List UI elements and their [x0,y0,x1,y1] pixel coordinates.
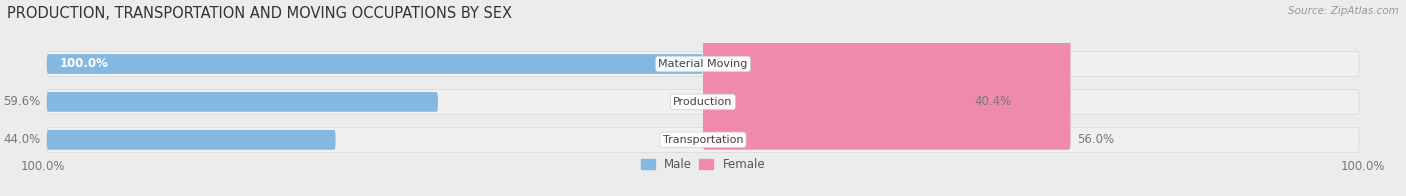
Text: Source: ZipAtlas.com: Source: ZipAtlas.com [1288,6,1399,16]
FancyBboxPatch shape [46,130,336,150]
Text: PRODUCTION, TRANSPORTATION AND MOVING OCCUPATIONS BY SEX: PRODUCTION, TRANSPORTATION AND MOVING OC… [7,6,512,21]
FancyBboxPatch shape [46,92,437,112]
FancyBboxPatch shape [703,0,1070,150]
Text: 59.6%: 59.6% [3,95,41,108]
Text: Production: Production [673,97,733,107]
Text: Material Moving: Material Moving [658,59,748,69]
Legend: Male, Female: Male, Female [636,153,770,176]
FancyBboxPatch shape [46,127,1360,152]
FancyBboxPatch shape [46,89,1360,114]
Text: Transportation: Transportation [662,135,744,145]
Text: 100.0%: 100.0% [21,160,65,173]
Text: 100.0%: 100.0% [60,57,108,71]
Text: 44.0%: 44.0% [3,133,41,146]
Text: 0.0%: 0.0% [710,57,740,71]
FancyBboxPatch shape [703,0,969,112]
Text: 40.4%: 40.4% [974,95,1012,108]
Text: 100.0%: 100.0% [1341,160,1385,173]
FancyBboxPatch shape [46,52,1360,76]
FancyBboxPatch shape [46,54,703,74]
Text: 56.0%: 56.0% [1077,133,1114,146]
